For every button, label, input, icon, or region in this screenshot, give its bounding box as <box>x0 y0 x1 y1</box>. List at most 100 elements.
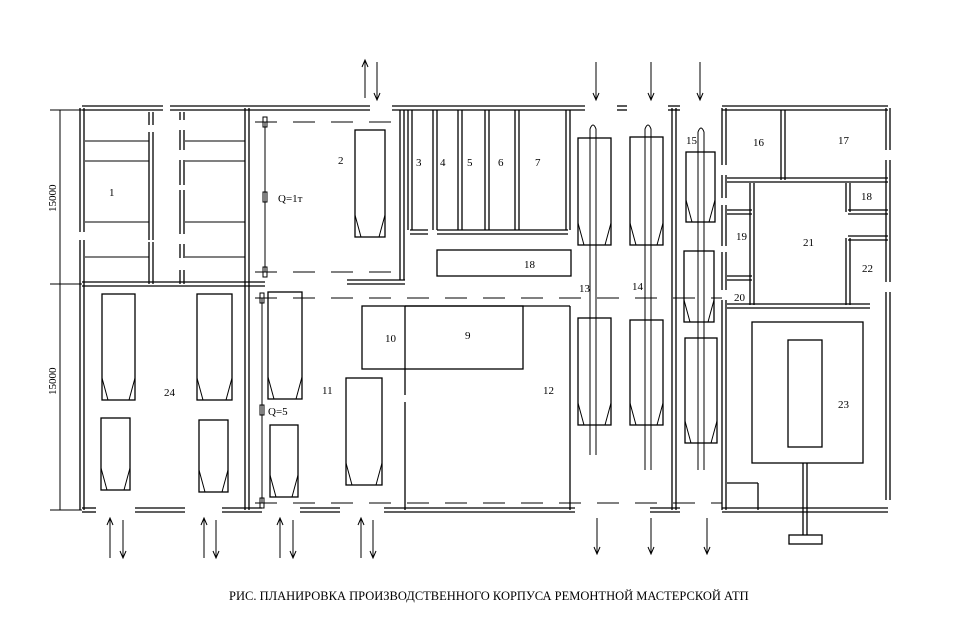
vehicle-body <box>684 337 718 444</box>
walls <box>50 105 891 545</box>
vehicle-cab <box>577 402 612 426</box>
vehicle-body <box>629 136 664 246</box>
vehicle-body <box>577 317 612 426</box>
room-label-11: 11 <box>322 385 333 397</box>
vehicle-cab <box>101 377 136 401</box>
arrow-down-icon <box>593 518 601 556</box>
room-label-18a: 18 <box>524 259 536 271</box>
vehicle-body <box>101 293 136 401</box>
lift-post <box>644 124 652 470</box>
vehicle-body <box>100 417 131 491</box>
room-label-19: 19 <box>736 231 748 243</box>
vehicle-body <box>629 319 664 426</box>
room-label-10: 10 <box>385 333 397 345</box>
flow-arrows <box>106 58 711 560</box>
stand-base <box>788 534 823 545</box>
lift-post <box>589 124 597 455</box>
crane-wheel <box>262 116 268 128</box>
arrow-down-icon <box>703 518 711 556</box>
dimension-lower: 15000 <box>47 367 59 395</box>
room-label-14: 14 <box>632 281 644 293</box>
dimension-upper: 15000 <box>47 184 59 212</box>
room-label-12: 12 <box>543 385 554 397</box>
arrow-down-icon <box>373 62 381 102</box>
arrow-head <box>212 550 220 560</box>
vehicle <box>577 137 612 246</box>
room-label-23: 23 <box>838 399 850 411</box>
vehicle-cab <box>685 199 716 223</box>
arrow-head <box>647 546 655 556</box>
arrow-up-icon <box>276 516 284 558</box>
vehicle-cab <box>269 474 299 498</box>
vehicle-cab <box>629 402 664 426</box>
crane-wheel <box>259 497 265 509</box>
vehicle-cab <box>629 222 664 246</box>
arrow-up-icon <box>106 516 114 558</box>
arrow-head <box>357 516 365 526</box>
arrow-down-icon <box>592 62 600 102</box>
arrow-head <box>647 92 655 102</box>
arrow-down-icon <box>289 520 297 560</box>
room-label-2: 2 <box>338 155 344 167</box>
vehicle-body <box>685 151 716 223</box>
arrow-down-icon <box>369 520 377 560</box>
crane-wheel <box>262 266 268 278</box>
arrow-down-icon <box>696 62 704 102</box>
arrow-down-icon <box>647 518 655 556</box>
figure-caption: РИС. ПЛАНИРОВКА ПРОИЗВОДСТВЕННОГО КОРПУС… <box>229 589 749 603</box>
vehicle-cab <box>354 214 386 238</box>
room-label-17: 17 <box>838 135 850 147</box>
vehicle-cab <box>577 222 612 246</box>
vehicle <box>629 319 664 426</box>
vehicle <box>100 417 131 491</box>
room-label-7: 7 <box>535 157 541 169</box>
vehicle-body <box>345 377 383 486</box>
vehicle-body <box>683 250 715 323</box>
arrow-head <box>276 516 284 526</box>
vehicle <box>629 136 664 246</box>
room-label-6: 6 <box>498 157 504 169</box>
room-label-13: 13 <box>579 283 591 295</box>
vehicle <box>267 291 303 400</box>
arrow-head <box>119 550 127 560</box>
arrow-head <box>200 516 208 526</box>
vehicle-body <box>198 419 229 493</box>
arrow-head <box>361 58 369 68</box>
lift-post <box>697 127 705 470</box>
vehicle <box>354 129 386 238</box>
arrow-head <box>369 550 377 560</box>
room-label-24: 24 <box>164 387 176 399</box>
arrow-down-icon <box>212 520 220 560</box>
arrow-head <box>289 550 297 560</box>
crane-wheel <box>259 404 265 416</box>
arrow-up-icon <box>200 516 208 558</box>
room-label-3: 3 <box>416 157 422 169</box>
vehicle <box>685 151 716 223</box>
vehicle-body <box>196 293 233 401</box>
vehicle-body <box>577 137 612 246</box>
room-23-inner <box>787 339 823 448</box>
vehicle-cab <box>198 469 229 493</box>
room-label-21: 21 <box>803 237 814 249</box>
vehicle-body <box>354 129 386 238</box>
arrow-down-icon <box>647 62 655 102</box>
arrow-up-icon <box>361 58 369 98</box>
room-label-16: 16 <box>753 137 765 149</box>
vehicle <box>269 424 299 498</box>
room-label-5: 5 <box>467 157 473 169</box>
room-23-outer <box>751 321 864 464</box>
vehicle <box>577 317 612 426</box>
room-18-box <box>436 249 572 277</box>
vehicle-cab <box>345 462 383 486</box>
arrow-head <box>703 546 711 556</box>
arrow-down-icon <box>119 520 127 560</box>
arrow-head <box>373 92 381 102</box>
vehicle-cab <box>100 467 131 491</box>
vehicle-cab <box>196 377 233 401</box>
crane-wheel <box>259 292 265 304</box>
vehicle-body <box>267 291 303 400</box>
arrow-head <box>593 546 601 556</box>
arrow-head <box>592 92 600 102</box>
vehicle-cab <box>684 420 718 444</box>
arrow-head <box>106 516 114 526</box>
